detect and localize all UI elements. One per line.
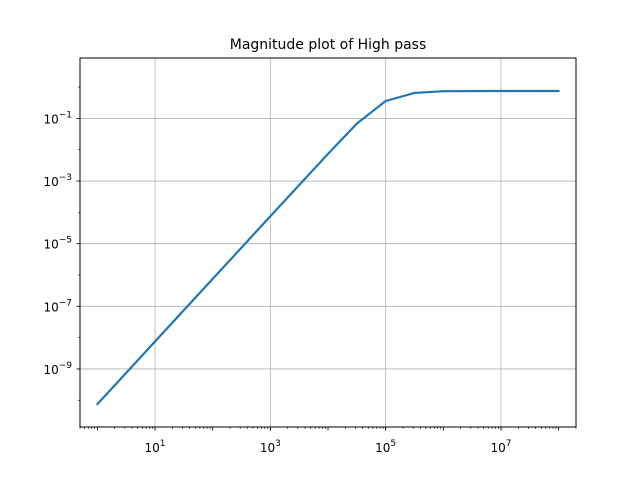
series-group bbox=[96, 89, 560, 406]
y-tick-label: 10−3 bbox=[43, 173, 72, 189]
y-tick-label: 10−7 bbox=[43, 298, 72, 314]
x-tick-label: 107 bbox=[490, 439, 511, 455]
chart-title: Magnitude plot of High pass bbox=[230, 37, 427, 53]
y-axis: 10−9 10−7 10−5 10−3 10−1 bbox=[43, 86, 80, 401]
x-tick-label: 101 bbox=[145, 439, 166, 455]
x-tick-label: 103 bbox=[260, 439, 281, 455]
series-line-1 bbox=[96, 89, 560, 406]
y-tick-label: 10−5 bbox=[43, 236, 72, 252]
y-tick-label: 10−1 bbox=[43, 110, 72, 126]
x-tick-label: 105 bbox=[375, 439, 396, 455]
y-tick-label: 10−9 bbox=[43, 361, 72, 377]
x-axis: 101 103 105 107 bbox=[79, 427, 577, 455]
grid bbox=[80, 58, 576, 427]
